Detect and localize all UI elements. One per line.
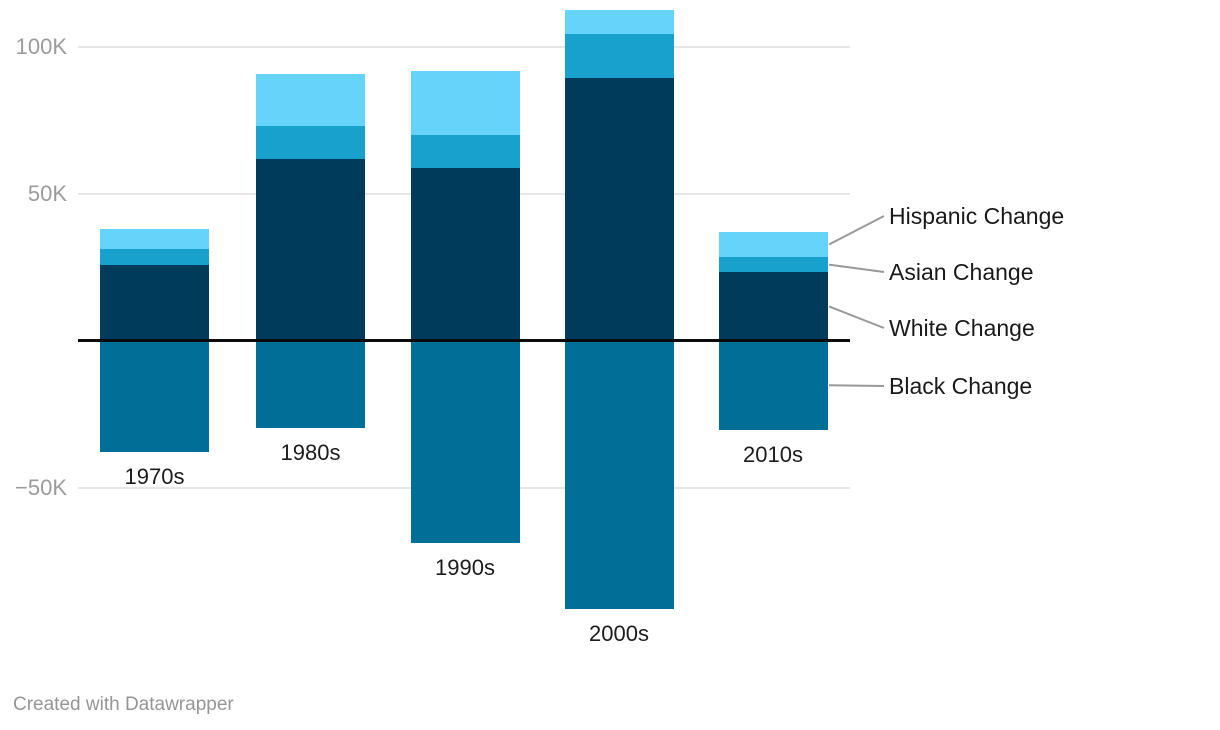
bar-segment-2000s-black-change[interactable] bbox=[564, 340, 674, 610]
category-label-1970s: 1970s bbox=[124, 463, 185, 489]
gridline-100k bbox=[78, 45, 850, 48]
legend-label-black-change: Black Change bbox=[889, 372, 1033, 399]
bar-segment-1990s-black-change[interactable] bbox=[410, 340, 520, 544]
connector-line-black-change bbox=[828, 384, 885, 387]
bar-segment-1990s-white-change[interactable] bbox=[410, 167, 520, 341]
bar-segment-2010s-hispanic-change[interactable] bbox=[718, 232, 828, 257]
bar-segment-1970s-hispanic-change[interactable] bbox=[100, 229, 209, 250]
legend-label-white-change: White Change bbox=[889, 314, 1035, 341]
legend-label-hispanic-change: Hispanic Change bbox=[889, 202, 1065, 229]
bar-segment-2000s-asian-change[interactable] bbox=[564, 34, 674, 78]
connector-line-hispanic-change bbox=[828, 215, 885, 246]
bar-segment-1990s-asian-change[interactable] bbox=[410, 134, 520, 168]
category-label-2010s: 2010s bbox=[743, 441, 803, 467]
bar-segment-1970s-white-change[interactable] bbox=[100, 264, 209, 341]
bar-segment-2010s-white-change[interactable] bbox=[718, 272, 828, 341]
bar-segment-2000s-white-change[interactable] bbox=[564, 77, 674, 341]
datawrapper-credit-link[interactable]: Created with Datawrapper bbox=[13, 694, 234, 715]
connector-line-white-change bbox=[828, 305, 885, 329]
y-axis-tick-label: −50K bbox=[15, 474, 67, 500]
bar-segment-1980s-white-change[interactable] bbox=[256, 159, 365, 341]
bar-segment-2000s-hispanic-change[interactable] bbox=[564, 9, 674, 35]
bar-segment-1970s-asian-change[interactable] bbox=[100, 249, 209, 265]
category-label-1990s: 1990s bbox=[435, 555, 495, 581]
category-label-2000s: 2000s bbox=[589, 621, 649, 647]
legend-label-asian-change: Asian Change bbox=[889, 258, 1034, 285]
bar-segment-1990s-hispanic-change[interactable] bbox=[410, 70, 520, 135]
bar-segment-1980s-asian-change[interactable] bbox=[256, 125, 365, 160]
y-axis-tick-label: 50K bbox=[27, 180, 67, 206]
bar-segment-2010s-asian-change[interactable] bbox=[718, 257, 828, 273]
bar-segment-1980s-hispanic-change[interactable] bbox=[256, 73, 365, 126]
y-axis-tick-label: 100K bbox=[15, 33, 67, 59]
category-label-1980s: 1980s bbox=[280, 439, 341, 465]
bar-segment-2010s-black-change[interactable] bbox=[718, 340, 828, 430]
bar-segment-1970s-black-change[interactable] bbox=[100, 340, 209, 452]
zero-axis-line bbox=[78, 338, 850, 342]
bar-segment-1980s-black-change[interactable] bbox=[256, 340, 365, 428]
connector-line-asian-change bbox=[828, 263, 885, 273]
